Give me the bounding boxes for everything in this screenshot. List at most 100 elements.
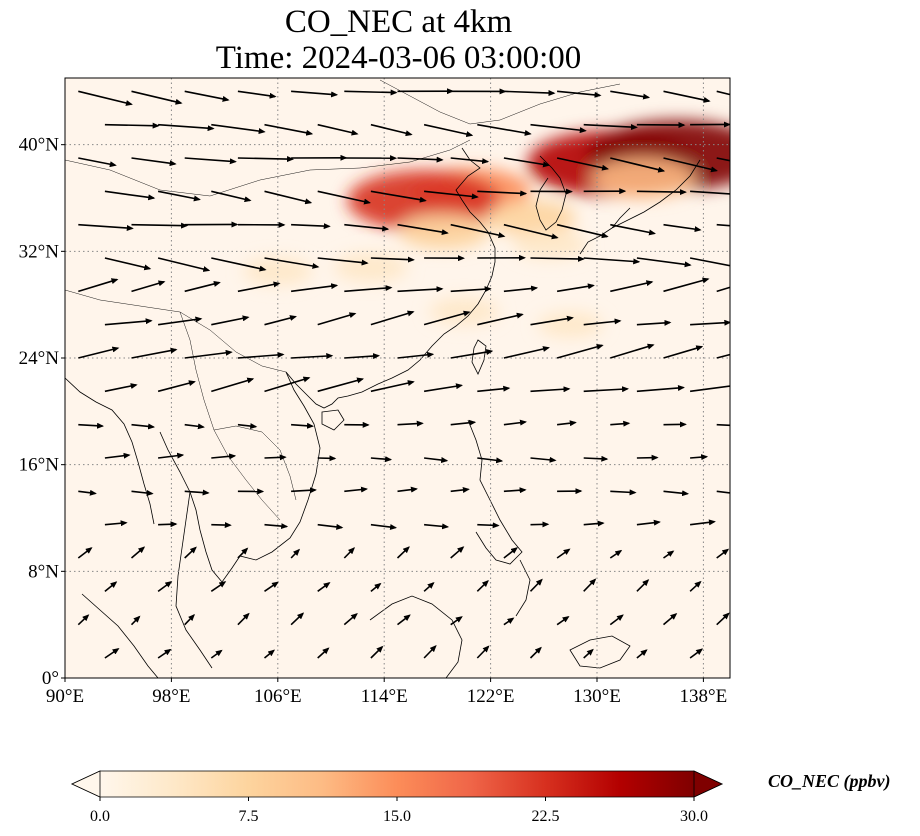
wind-arrow	[344, 353, 381, 360]
wind-arrow	[503, 285, 539, 293]
wind-arrow	[610, 420, 631, 427]
wind-arrow	[716, 90, 730, 96]
wind-arrow	[158, 521, 178, 528]
wind-arrow	[716, 157, 730, 162]
wind-arrow	[503, 487, 527, 494]
wind-arrow	[317, 582, 331, 592]
china-coastline	[285, 147, 496, 409]
colorbar-max-extension	[693, 770, 723, 798]
wind-arrow	[636, 385, 685, 393]
wind-arrow	[610, 280, 654, 293]
colorbar-tick-label: 7.5	[239, 808, 259, 825]
colorbar-label: CO_NEC (ppbv)	[768, 771, 891, 791]
wind-arrow	[237, 351, 285, 359]
wind-arrow	[344, 223, 390, 232]
wind-arrow	[397, 614, 411, 626]
wind-arrow	[237, 423, 258, 430]
japan-coastline	[579, 159, 701, 255]
wind-arrow	[131, 347, 178, 359]
lon-tick-label: 98°E	[152, 686, 190, 707]
wind-arrow	[689, 648, 704, 659]
wind-arrow	[78, 223, 134, 231]
wind-arrow	[78, 489, 97, 496]
wind-arrow	[716, 612, 730, 626]
wind-arrow	[104, 520, 128, 527]
wind-arrow	[424, 457, 449, 464]
wind-arrow	[503, 617, 515, 626]
map-axes: 90°E 98°E 106°E 114°E 122°E 130°E 138°E 0° 8°N 16…	[19, 135, 728, 707]
wind-arrow	[370, 582, 382, 592]
colorbar-tick-label: 0.0	[90, 808, 110, 825]
wind-arrow	[104, 581, 118, 592]
indochina-coastline	[159, 371, 321, 669]
wind-arrow	[503, 346, 550, 359]
wind-arrow	[636, 319, 672, 326]
wind-arrow	[184, 423, 205, 430]
wind-arrow	[78, 157, 117, 168]
wind-arrow	[264, 257, 320, 269]
wind-arrow	[450, 616, 463, 626]
wind-arrow	[78, 346, 120, 359]
wind-arrow	[210, 649, 223, 659]
wind-arrow	[291, 353, 334, 360]
wind-arrow	[184, 90, 230, 102]
wind-arrow	[583, 318, 622, 326]
co-plume-2	[398, 213, 490, 250]
wind-arrow	[424, 190, 479, 200]
wind-arrow	[130, 546, 146, 559]
lon-tick-label: 138°E	[680, 686, 728, 707]
lon-tick-label: 90°E	[46, 686, 84, 707]
wind-arrow	[690, 319, 730, 326]
wind-arrow	[237, 281, 281, 293]
wind-arrow	[530, 456, 557, 463]
lon-tick-label: 114°E	[361, 686, 408, 707]
wind-arrow	[370, 190, 427, 203]
wind-arrow	[104, 318, 153, 326]
wind-arrow	[530, 315, 574, 326]
wind-arrow	[237, 612, 250, 626]
wind-arrow	[157, 380, 196, 393]
wind-arrow	[131, 280, 166, 293]
co-plume-9	[591, 157, 696, 199]
wind-arrow	[610, 489, 637, 496]
wind-arrow	[556, 548, 571, 559]
wind-arrow	[397, 420, 424, 427]
wind-arrow	[343, 547, 356, 559]
wind-arrow	[609, 614, 624, 626]
wind-arrow	[317, 190, 371, 205]
wind-arrow	[424, 523, 450, 530]
wind-arrow	[291, 422, 314, 429]
wind-arrow	[317, 377, 365, 393]
wind-arrow	[716, 223, 730, 227]
wind-arrow	[211, 257, 267, 272]
wind-arrow	[78, 422, 105, 429]
map-title: CO_NEC at 4km	[284, 4, 513, 40]
wind-arrow	[663, 90, 711, 103]
co-plume-5	[485, 200, 576, 236]
wind-arrow	[397, 223, 449, 236]
wind-arrow	[131, 423, 156, 430]
wind-arrow	[450, 157, 490, 165]
lat-tick-label: 8°N	[28, 561, 59, 582]
wind-arrow	[583, 520, 605, 527]
wind-arrow	[557, 90, 602, 98]
wind-arrow	[716, 423, 730, 427]
co-plume-6	[513, 230, 588, 260]
wind-arrow	[716, 286, 730, 293]
wind-arrow	[662, 613, 678, 626]
wind-arrow	[184, 546, 197, 559]
wind-arrow	[291, 223, 331, 230]
colorbar: 0.0 7.5 15.0 22.5 30.0	[71, 770, 723, 825]
wind-arrow	[557, 420, 577, 427]
wind-arrow	[104, 452, 131, 459]
wind-arrow	[211, 522, 232, 529]
wind-arrow	[77, 547, 93, 559]
lon-tick-label: 106°E	[254, 686, 302, 707]
wind-arrow	[636, 519, 661, 526]
wind-arrow	[477, 123, 532, 136]
wind-arrow	[264, 315, 297, 326]
wind-arrow	[689, 580, 702, 592]
wind-arrow	[184, 489, 210, 496]
wind-arrow	[610, 223, 656, 236]
wind-arrow	[503, 223, 559, 240]
